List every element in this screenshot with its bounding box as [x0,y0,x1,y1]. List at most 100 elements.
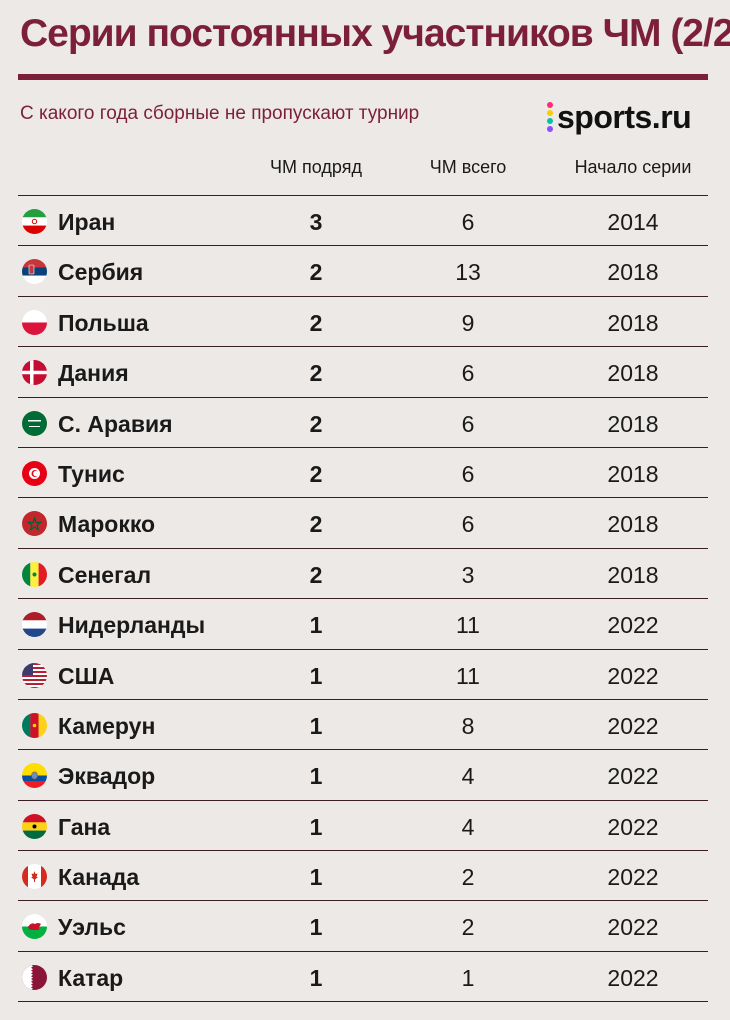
total-value: 6 [461,460,475,487]
total-value: 11 [456,662,480,689]
country-name: Дания [58,360,129,387]
usa-flag-icon [22,662,47,688]
start-year: 2018 [607,561,659,588]
table-row: США 1 11 2022 [18,650,708,700]
country-name: Марокко [58,511,156,538]
logo-dot [547,126,553,132]
start-year: 2018 [607,410,659,437]
start-year: 2018 [607,511,659,538]
page-subtitle: С какого года сборные не пропускают турн… [20,103,420,124]
total-value: 2 [461,864,475,891]
country-name: Канада [58,864,140,891]
total-value: 11 [456,612,480,639]
country-name: Катар [58,964,124,991]
country-name: Эквадор [58,763,156,790]
total-value: 2 [461,914,475,941]
table-row: Польша 2 9 2018 [18,297,708,348]
streak-value: 1 [309,813,323,840]
table-row: Канада 1 2 2022 [18,851,708,902]
total-value: 13 [455,259,481,286]
country-name: Гана [58,813,111,840]
table-row: Дания 2 6 2018 [18,347,708,398]
total-value: 6 [461,209,475,235]
start-year: 2018 [607,259,659,286]
logo-dot [547,118,553,124]
country-name: Сербия [58,259,144,286]
start-year: 2014 [607,209,659,235]
streak-value: 2 [309,259,323,286]
start-year: 2022 [607,763,659,790]
saudi-arabia-flag-icon [22,410,47,436]
total-value: 3 [461,561,475,588]
streak-value: 1 [309,763,323,790]
table-row: Катар 1 1 2022 [18,952,708,1003]
country-name: Польша [58,309,149,336]
cameroon-flag-icon [22,712,47,738]
country-name: Тунис [58,460,125,487]
wales-flag-icon [22,914,47,940]
total-value: 4 [461,813,475,840]
country-name: Нидерланды [58,612,206,639]
country-name: Уэльс [58,914,126,941]
streak-value: 1 [309,964,323,991]
denmark-flag-icon [22,360,47,386]
total-value: 1 [461,964,475,991]
logo-dot [547,110,553,116]
streak-value: 1 [309,864,323,891]
table-row: Сенегал 2 3 2018 [18,549,708,600]
total-value: 8 [461,712,475,739]
start-year: 2022 [607,612,659,639]
streak-value: 2 [309,460,323,487]
total-value: 6 [461,511,475,538]
start-year: 2022 [607,813,659,840]
country-name: США [58,662,115,689]
iran-flag-icon [22,209,47,234]
streak-value: 2 [309,309,323,336]
serbia-flag-icon [22,259,47,285]
ecuador-flag-icon [22,763,47,789]
streak-value: 1 [309,662,323,689]
start-year: 2022 [607,662,659,689]
logo-dot [547,102,553,108]
table-row: Марокко 2 6 2018 [18,498,708,549]
streak-value: 1 [309,612,323,639]
table-row: Гана 1 4 2022 [18,801,708,852]
senegal-flag-icon [22,561,47,587]
streak-value: 2 [309,561,323,588]
ghana-flag-icon [22,813,47,839]
sports-ru-logo: sports.ru [547,96,692,138]
column-header-streak: ЧМ подряд [270,157,362,177]
tunisia-flag-icon [22,460,47,486]
morocco-flag-icon [22,511,47,537]
start-year: 2018 [607,309,659,336]
total-value: 6 [461,410,475,437]
streak-table: Иран 3 6 2014 Сербия 2 13 2018 Польша 2 9 2018 Дания… [18,195,708,1003]
table-row: Камерун 1 8 2022 [18,700,708,751]
total-value: 4 [461,763,475,790]
table-row: Уэльс 1 2 2022 [18,901,708,952]
title-divider [18,74,708,80]
country-name: Сенегал [58,561,152,588]
country-name: Камерун [58,712,156,739]
streak-value: 3 [309,209,323,235]
canada-flag-icon [22,864,47,890]
country-name: Иран [58,209,116,235]
start-year: 2018 [607,360,659,387]
table-row: Эквадор 1 4 2022 [18,750,708,801]
poland-flag-icon [22,309,47,335]
start-year: 2018 [607,460,659,487]
streak-value: 2 [309,360,323,387]
column-header-total: ЧМ всего [429,157,507,177]
table-row: Сербия 2 13 2018 [18,246,708,297]
total-value: 9 [461,309,475,336]
qatar-flag-icon [22,964,47,990]
logo-dots-icon [547,102,553,132]
netherlands-flag-icon [22,612,47,638]
logo-text: sports.ru [557,98,692,135]
streak-value: 2 [309,410,323,437]
column-header-start: Начало серии [574,157,692,177]
streak-value: 2 [309,511,323,538]
table-row: Тунис 2 6 2018 [18,448,708,499]
start-year: 2022 [607,712,659,739]
page-title: Серии постоянных участников ЧМ (2/2) [20,12,730,55]
